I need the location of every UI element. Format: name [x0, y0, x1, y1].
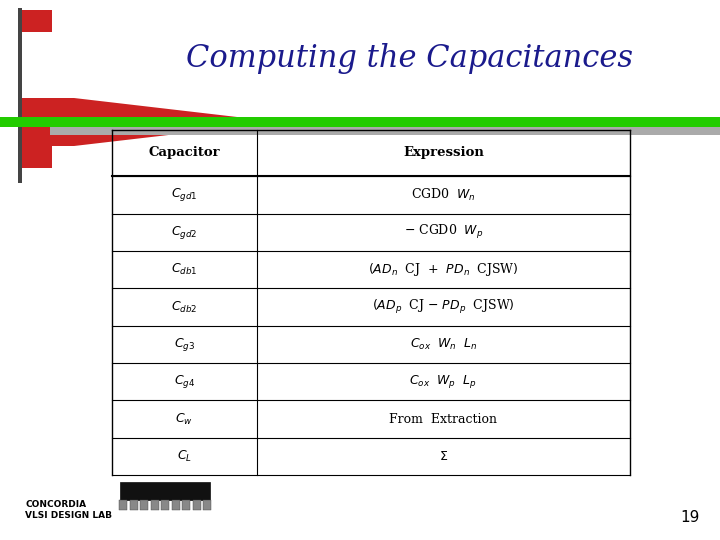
Bar: [182, 500, 190, 510]
Text: $C_L$: $C_L$: [176, 449, 192, 464]
Text: $-$ CGD0  $W_p$: $-$ CGD0 $W_p$: [404, 224, 483, 241]
Text: $C_{gd1}$: $C_{gd1}$: [171, 186, 197, 204]
Polygon shape: [74, 98, 280, 146]
Text: $C_w$: $C_w$: [175, 411, 193, 427]
Bar: [22, 146, 52, 168]
Bar: [203, 500, 211, 510]
Text: $C_{g3}$: $C_{g3}$: [174, 336, 194, 353]
Bar: [120, 482, 210, 500]
Text: $C_{ox}$  $W_n$  $L_n$: $C_{ox}$ $W_n$ $L_n$: [410, 337, 477, 352]
Bar: [140, 500, 148, 510]
Text: CONCORDIA
VLSI DESIGN LAB: CONCORDIA VLSI DESIGN LAB: [25, 500, 112, 520]
Text: From  Extraction: From Extraction: [390, 413, 498, 426]
Text: Expression: Expression: [403, 146, 484, 159]
Bar: [119, 500, 127, 510]
Bar: [192, 500, 200, 510]
Bar: [18, 8, 22, 183]
Text: $\Sigma$: $\Sigma$: [438, 450, 448, 463]
Text: CGD0  $W_n$: CGD0 $W_n$: [411, 187, 476, 203]
Bar: [50, 127, 720, 135]
Text: $(AD_n$  CJ  $+$  $PD_n$  CJSW$)$: $(AD_n$ CJ $+$ $PD_n$ CJSW$)$: [368, 261, 518, 278]
Bar: [130, 500, 138, 510]
Text: $C_{g4}$: $C_{g4}$: [174, 373, 195, 390]
Text: Computing the Capacitances: Computing the Capacitances: [186, 43, 634, 73]
Text: $C_{gd2}$: $C_{gd2}$: [171, 224, 197, 241]
Text: Capacitor: Capacitor: [148, 146, 220, 159]
Bar: [0, 117, 720, 127]
Text: $C_{ox}$  $W_p$  $L_p$: $C_{ox}$ $W_p$ $L_p$: [410, 373, 477, 390]
Bar: [22, 98, 74, 146]
Text: 19: 19: [680, 510, 700, 525]
Bar: [150, 500, 158, 510]
Text: $(AD_p$  CJ $-$ $PD_p$  CJSW$)$: $(AD_p$ CJ $-$ $PD_p$ CJSW$)$: [372, 298, 515, 316]
Text: $C_{db2}$: $C_{db2}$: [171, 300, 197, 315]
Bar: [161, 500, 169, 510]
Text: $C_{db1}$: $C_{db1}$: [171, 262, 197, 277]
Bar: [171, 500, 179, 510]
Bar: [22, 10, 52, 32]
